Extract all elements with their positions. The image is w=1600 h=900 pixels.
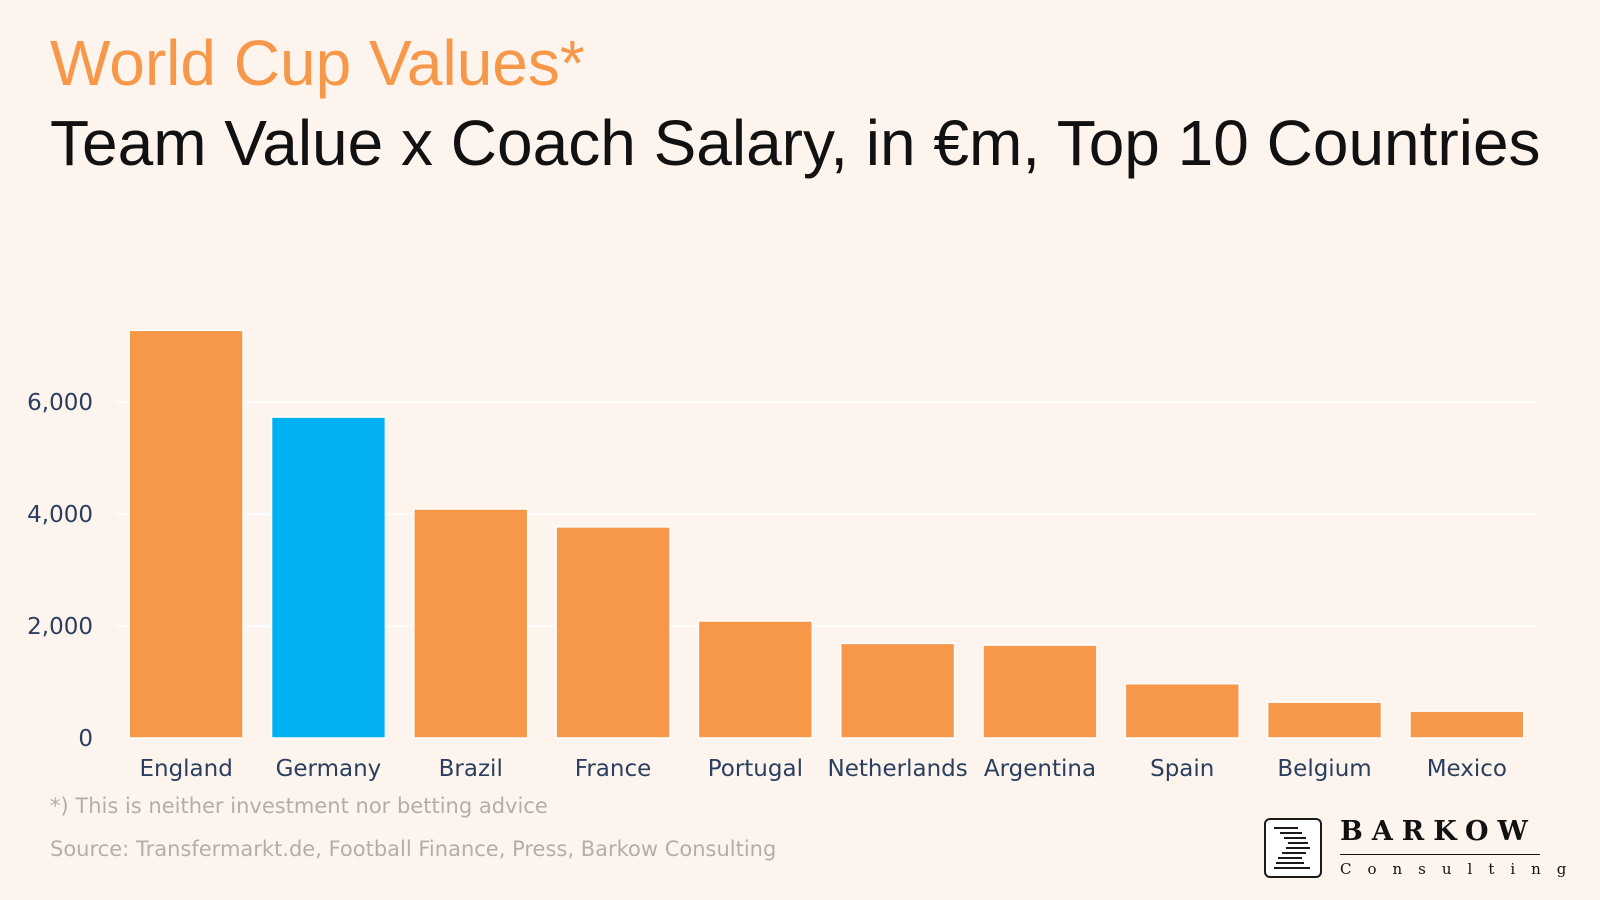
x-category-label: Portugal: [708, 756, 803, 782]
bar-mexico: [1409, 710, 1525, 739]
bar-portugal: [697, 620, 814, 739]
chart-title: World Cup Values*: [50, 27, 585, 99]
x-axis-categories: England Germany Brazil France Portugal Nether…: [139, 756, 1507, 782]
x-category-label: Germany: [276, 756, 382, 782]
x-category-label: Argentina: [984, 756, 1096, 782]
y-tick-label: 4,000: [27, 502, 93, 528]
y-axis-ticks: 0 2,000 4,000 6,000: [27, 390, 93, 752]
bar-spain: [1124, 682, 1240, 739]
bar-belgium: [1266, 701, 1383, 739]
x-category-label: Spain: [1150, 756, 1214, 782]
bar-netherlands: [839, 642, 956, 739]
y-tick-label: 2,000: [27, 614, 93, 640]
x-category-label: Netherlands: [828, 756, 968, 782]
x-category-label: Mexico: [1427, 756, 1507, 782]
barkow-logo: BARKOW Consulting: [1262, 816, 1566, 884]
x-category-label: Belgium: [1277, 756, 1371, 782]
x-category-label: England: [139, 756, 232, 782]
logo-divider: [1340, 854, 1540, 855]
y-tick-label: 6,000: [27, 390, 93, 416]
bar-france: [555, 526, 671, 739]
source-note: Source: Transfermarkt.de, Football Finan…: [50, 837, 777, 861]
x-category-label: Brazil: [439, 756, 503, 782]
bar-argentina: [982, 644, 1098, 739]
logo-tagline: Consulting: [1340, 860, 1583, 878]
disclaimer-note: *) This is neither investment nor bettin…: [50, 794, 548, 818]
bars: [128, 329, 1525, 739]
y-tick-label: 0: [78, 726, 93, 752]
bar-germany: [270, 416, 387, 739]
bar-chart: 0 2,000 4,000 6,000 England Germany Brazil Fra…: [27, 329, 1538, 782]
bar-brazil: [413, 508, 529, 739]
bar-england: [128, 329, 244, 739]
logo-wordmark: BARKOW: [1340, 816, 1537, 847]
x-category-label: France: [575, 756, 651, 782]
chart-subtitle: Team Value x Coach Salary, in €m, Top 10…: [50, 107, 1541, 179]
logo-mark-icon: [1264, 818, 1322, 878]
